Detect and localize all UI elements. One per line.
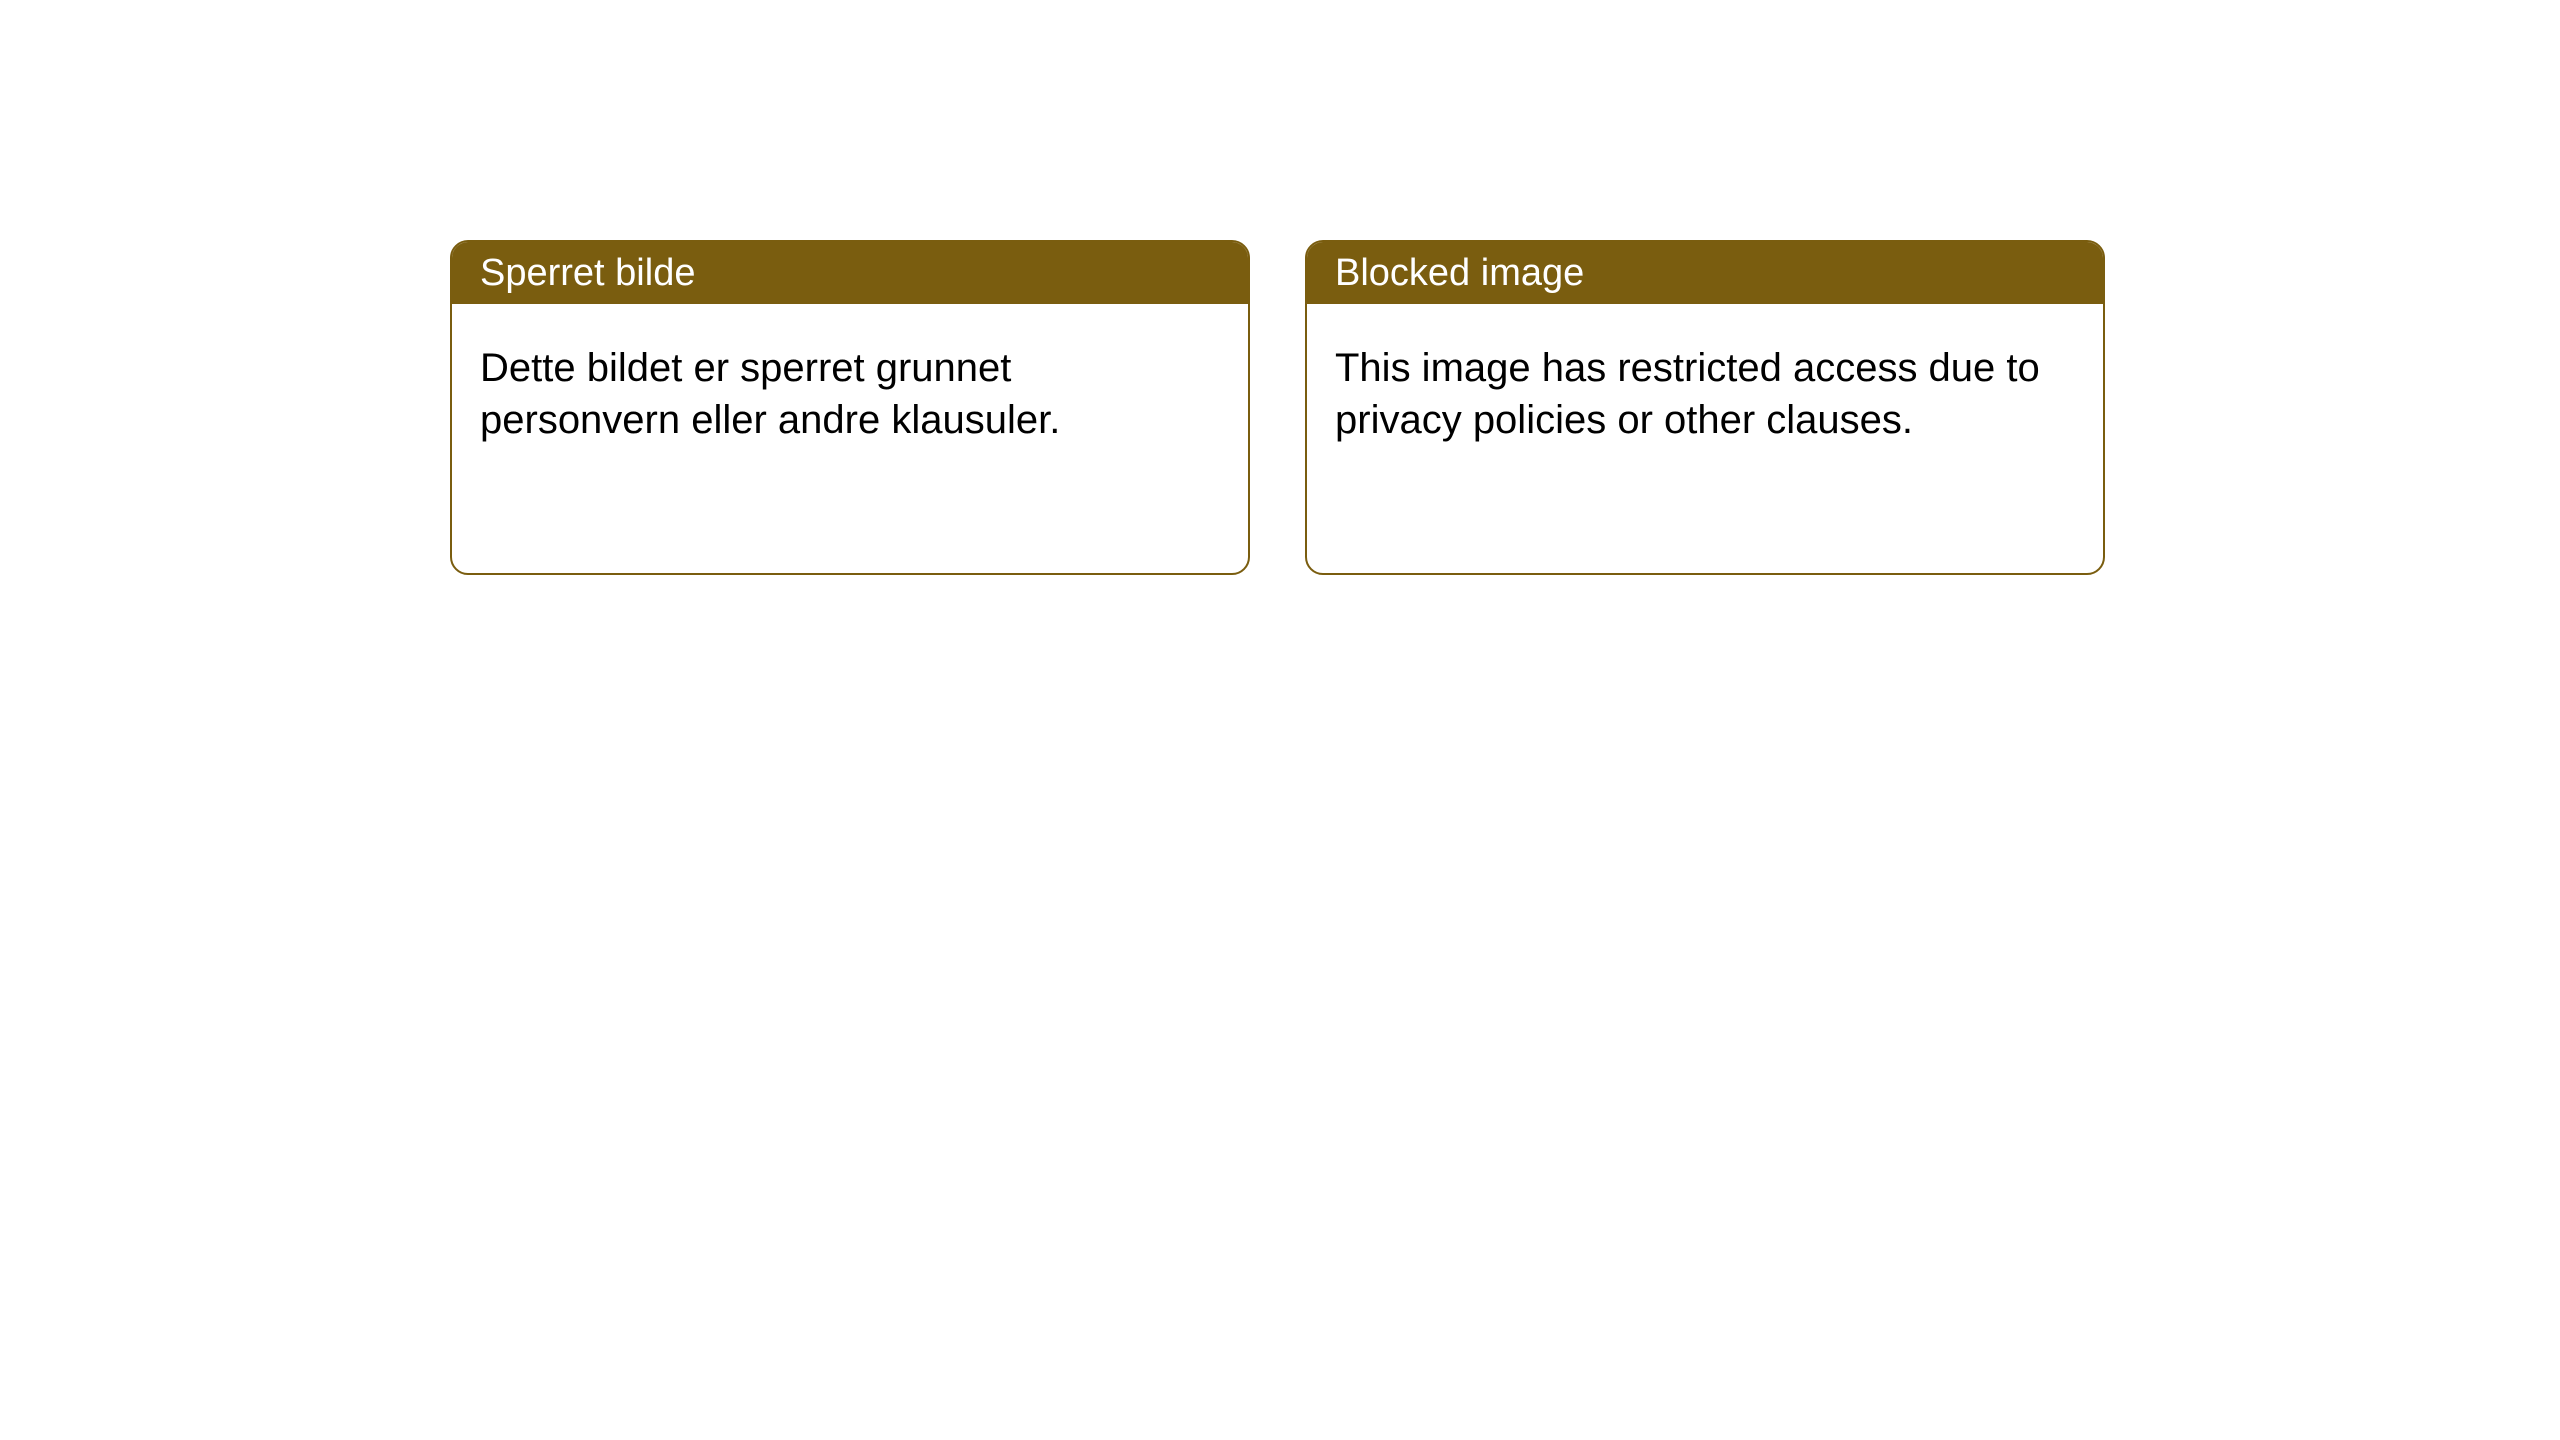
card-title: Blocked image [1335,252,1584,295]
card-body: Dette bildet er sperret grunnet personve… [452,304,1248,484]
notice-card-norwegian: Sperret bilde Dette bildet er sperret gr… [450,240,1250,575]
card-body: This image has restricted access due to … [1307,304,2103,484]
card-header: Sperret bilde [452,242,1248,304]
cards-container: Sperret bilde Dette bildet er sperret gr… [450,240,2560,575]
notice-card-english: Blocked image This image has restricted … [1305,240,2105,575]
card-title: Sperret bilde [480,252,695,295]
card-body-text: This image has restricted access due to … [1335,346,2040,442]
card-body-text: Dette bildet er sperret grunnet personve… [480,346,1060,442]
card-header: Blocked image [1307,242,2103,304]
